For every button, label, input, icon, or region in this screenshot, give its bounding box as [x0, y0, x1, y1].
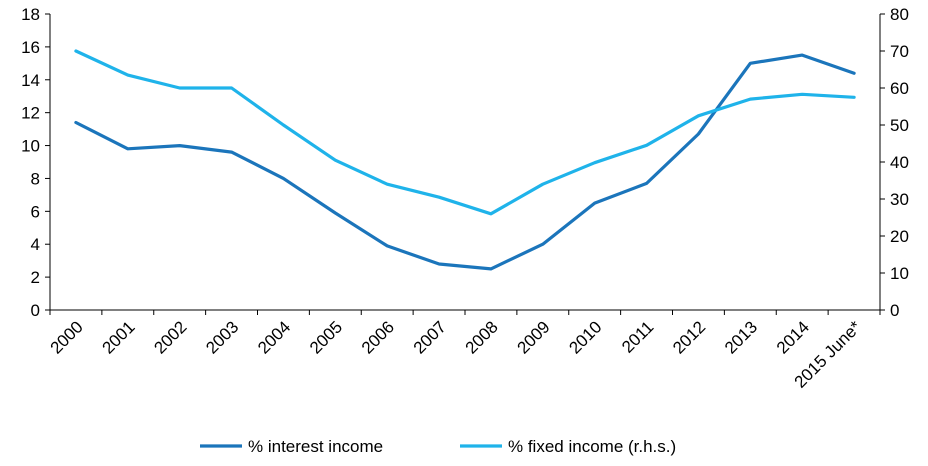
- x-tick-label: 2010: [565, 317, 605, 357]
- x-tick-label: 2014: [773, 317, 813, 357]
- x-tick-label: 2008: [462, 317, 502, 357]
- series-line-2: [74, 49, 856, 216]
- chart-series: [74, 49, 856, 271]
- x-tick-label: 2013: [721, 317, 761, 357]
- x-tick-label: 2003: [202, 317, 242, 357]
- left-tick-label: 12: [21, 104, 40, 123]
- x-tick-label: 2005: [306, 317, 346, 357]
- x-tick-label: 2011: [618, 317, 657, 356]
- left-tick-label: 18: [21, 5, 40, 24]
- left-tick-label: 2: [31, 268, 40, 287]
- right-tick-label: 80: [890, 5, 909, 24]
- legend-label-2: % fixed income (r.h.s.): [508, 437, 676, 456]
- x-tick-label: 2009: [513, 317, 553, 357]
- x-tick-label: 2001: [98, 317, 138, 357]
- right-tick-label: 40: [890, 153, 909, 172]
- right-tick-label: 20: [890, 227, 909, 246]
- left-tick-label: 10: [21, 137, 40, 156]
- series-line-1: [74, 53, 856, 271]
- left-tick-label: 0: [31, 301, 40, 320]
- chart-axes: 0 2 4 6 8 10 12 14 16 18 0 10 20 30 40 50 60 70 80 2000 2001…: [21, 5, 909, 392]
- x-tick-label: 2000: [47, 317, 87, 357]
- right-tick-label: 10: [890, 264, 909, 283]
- x-tick-label: 2012: [669, 317, 709, 357]
- left-tick-label: 6: [31, 202, 40, 221]
- left-tick-label: 14: [21, 71, 40, 90]
- right-tick-label: 0: [890, 301, 899, 320]
- right-tick-label: 50: [890, 116, 909, 135]
- right-tick-label: 30: [890, 190, 909, 209]
- x-tick-label: 2006: [358, 317, 398, 357]
- left-tick-label: 4: [31, 235, 40, 254]
- left-tick-label: 16: [21, 38, 40, 57]
- right-tick-label: 70: [890, 42, 909, 61]
- x-tick-label: 2007: [410, 317, 450, 357]
- chart-legend: % interest income % fixed income (r.h.s.): [200, 437, 676, 456]
- x-tick-label: 2002: [150, 317, 190, 357]
- right-tick-label: 60: [890, 79, 909, 98]
- legend-label-1: % interest income: [248, 437, 383, 456]
- x-tick-label: 2004: [254, 317, 294, 357]
- left-tick-label: 8: [31, 169, 40, 188]
